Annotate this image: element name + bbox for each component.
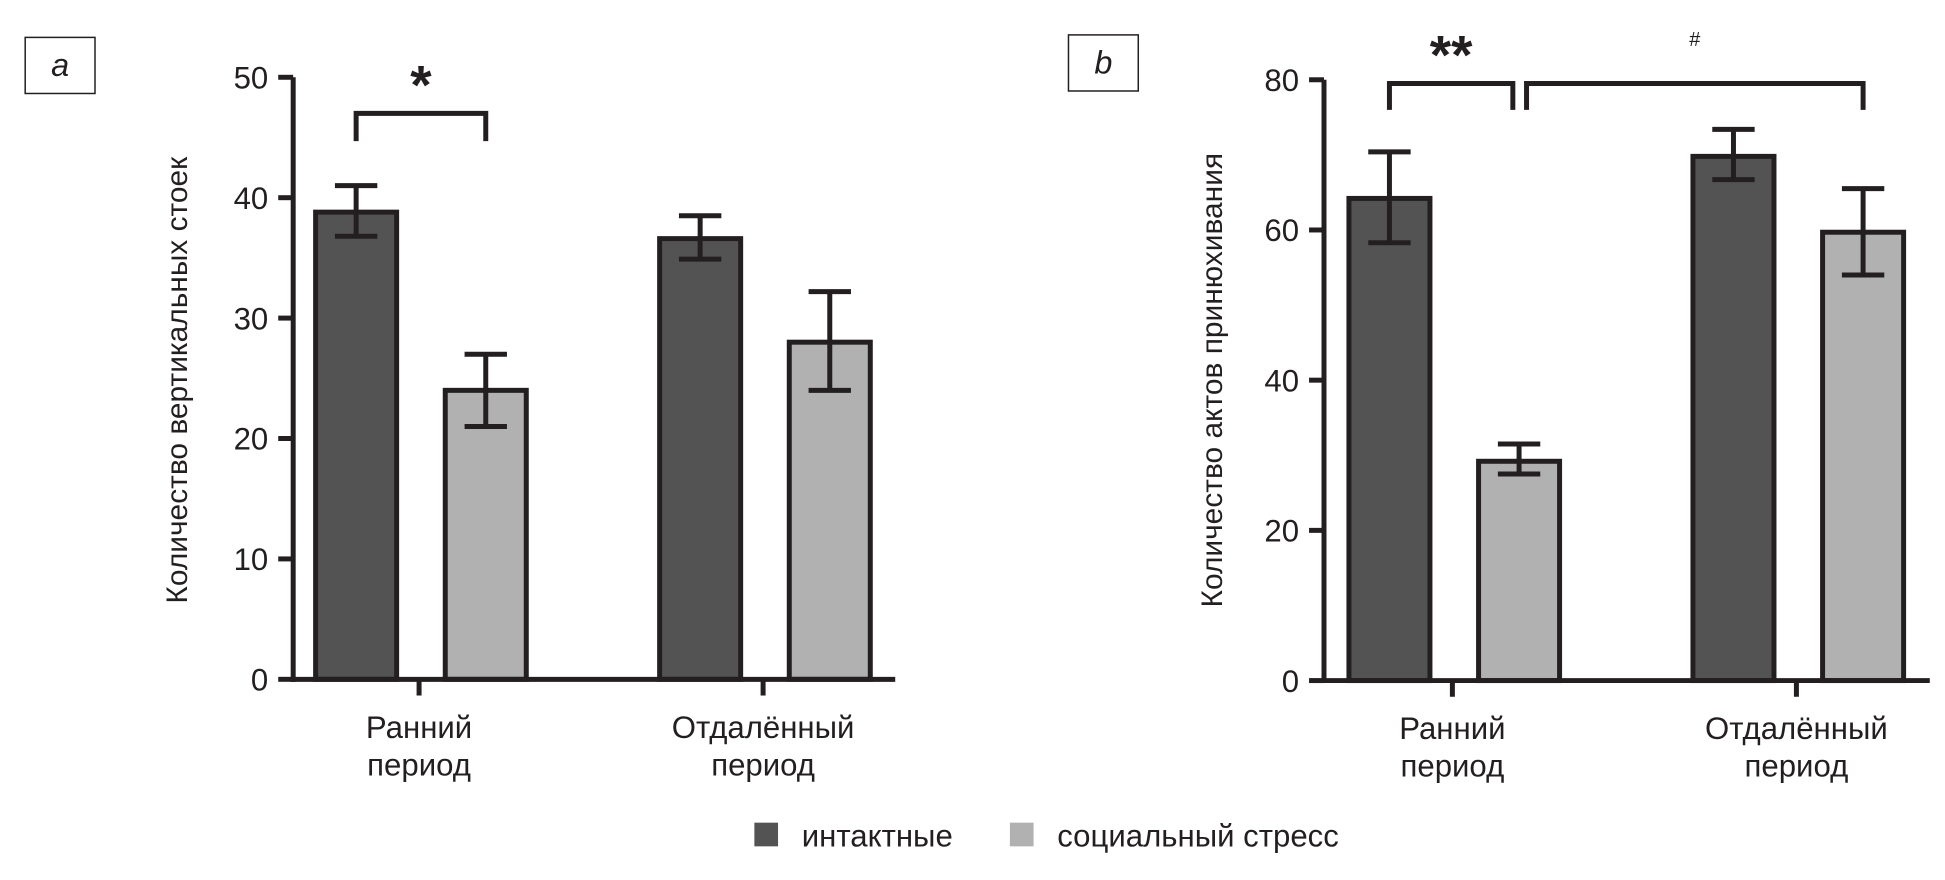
significance-bracket [353,110,489,142]
bar [1476,458,1563,684]
x-tick-label: Отдалённый [1705,711,1888,746]
panel-label: b [1094,45,1112,81]
x-tick-label: Ранний [1399,711,1505,746]
x-tick-label: Отдалённый [672,710,855,745]
panel-label-box [24,36,96,95]
bar [1820,229,1907,684]
legend: интактные социальный стресс [754,818,1339,853]
y-tick-label: 0 [251,663,268,698]
significance-bracket [1524,81,1866,110]
x-tick-label: период [711,747,815,782]
bar [786,339,873,682]
bar [313,209,400,682]
x-tick-label: Ранний [366,710,472,745]
legend-label-stress: социальный стресс [1057,818,1339,853]
chart-panel-a: a Количество вертикальных стоек 0 10 20 30 40 5… [24,36,896,782]
panel-label-box [1067,34,1140,92]
bar [442,387,529,682]
significance-marker: * [410,53,432,115]
y-tick-label: 40 [234,181,269,216]
significance-marker: # [1689,29,1700,51]
x-tick-label: период [367,747,471,782]
y-tick-label: 80 [1264,63,1299,98]
x-tick-label: период [1401,749,1505,784]
y-tick-label: 20 [1264,514,1299,549]
y-tick-label: 60 [1264,213,1299,248]
y-tick-label: 10 [234,542,269,577]
y-axis-label: Количество актов принюхивания [1196,153,1229,608]
y-tick-label: 0 [1282,664,1299,699]
y-tick-label: 40 [1264,363,1299,398]
panel-label: a [51,47,69,83]
bar [657,236,744,682]
y-tick-label: 30 [234,301,269,336]
legend-swatch-intact [754,822,779,847]
x-tick-label: период [1745,749,1849,784]
legend-label-intact: интактные [802,818,953,853]
y-axis-label: Количество вертикальных стоек [161,156,194,604]
y-tick-label: 20 [234,422,269,457]
significance-marker: ** [1430,24,1473,86]
y-tick-label: 50 [234,60,269,95]
chart-panel-b: b Количество актов принюхивания 0 20 40 60 80 Р… [1067,24,1930,784]
significance-bracket [1386,81,1516,110]
bar [1346,195,1433,684]
bar [1690,153,1777,684]
legend-swatch-stress [1009,822,1034,847]
